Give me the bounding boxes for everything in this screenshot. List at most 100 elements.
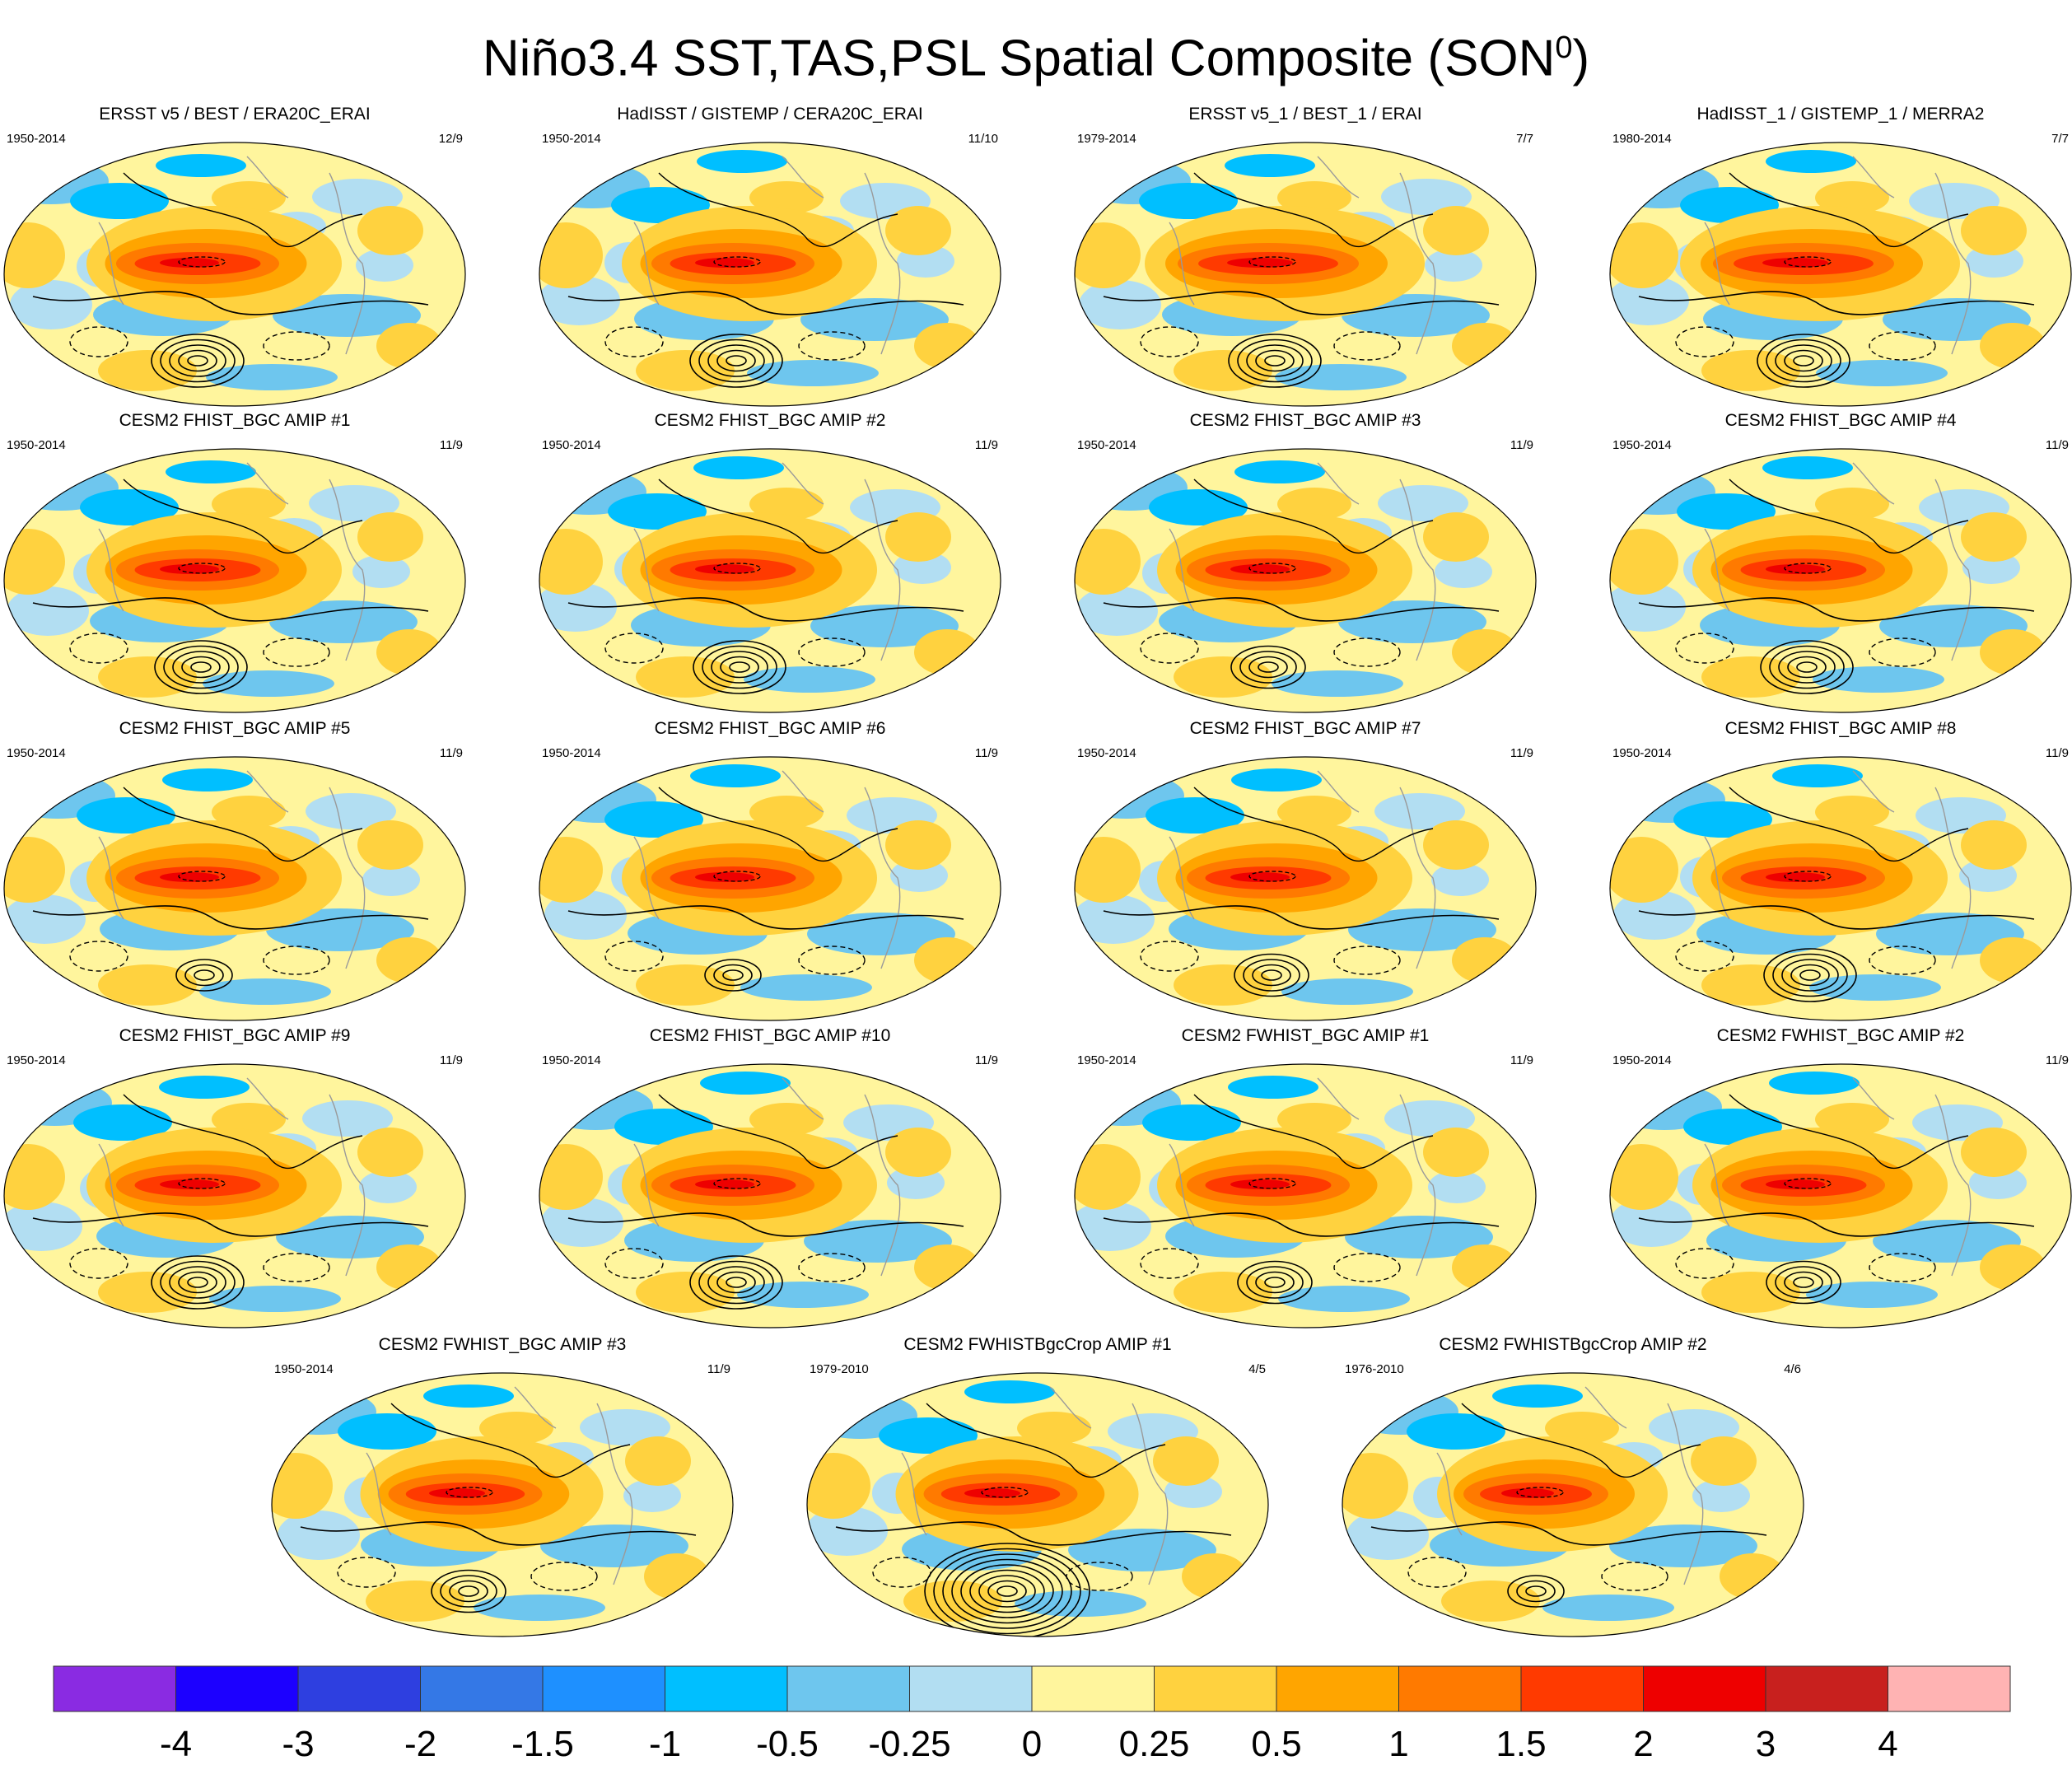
colorbar-swatch xyxy=(1031,1665,1155,1712)
psl-zero-contour xyxy=(390,1403,631,1478)
map-panel: ERSST v5 / BEST / ERA20C_ERAI 1950-2014 12… xyxy=(0,104,469,409)
warm-anomaly-region xyxy=(1423,512,1489,562)
panel-years: 1950-2014 xyxy=(7,746,66,760)
warm-anomaly-region xyxy=(1815,488,1889,521)
global-map xyxy=(1609,756,2072,1021)
panel-event-count: 4/5 xyxy=(1248,1362,1266,1376)
psl-positive-contour xyxy=(1784,1271,1823,1294)
warm-anomaly-region xyxy=(1174,1272,1272,1313)
psl-positive-contour xyxy=(169,1266,226,1299)
psl-positive-contour xyxy=(154,640,248,694)
warm-anomaly-region xyxy=(376,937,442,983)
cool-anomaly-region xyxy=(1492,1384,1583,1408)
map-outline xyxy=(3,142,466,407)
cool-anomaly-region xyxy=(747,360,879,386)
nino-region-peak xyxy=(1766,1179,1825,1189)
nino-region-peak xyxy=(160,1179,219,1189)
map-panel: CESM2 FHIST_BGC AMIP #7 1950-2014 11/9 xyxy=(1071,718,1540,1023)
psl-positive-contour xyxy=(1243,959,1300,992)
psl-zero-contour xyxy=(1193,172,1434,248)
cool-anomaly-region xyxy=(1378,485,1468,521)
cool-anomaly-region xyxy=(80,489,179,525)
warm-anomaly-region xyxy=(749,181,824,214)
coastline xyxy=(98,462,366,661)
psl-zero-contour xyxy=(1370,1521,1767,1546)
psl-zero-contour xyxy=(32,1212,429,1237)
warm-anomaly-region xyxy=(479,1412,553,1445)
warm-anomaly-region xyxy=(1174,656,1272,698)
colorbar-tick-label: -4 xyxy=(160,1724,192,1764)
psl-zero-contour xyxy=(926,1403,1166,1478)
cool-anomaly-region xyxy=(1610,276,1689,325)
cool-anomaly-region xyxy=(690,764,781,787)
cool-anomaly-region xyxy=(697,150,787,173)
cool-anomaly-region xyxy=(1649,1409,1739,1445)
psl-negative-contour xyxy=(713,871,761,882)
cool-anomaly-region xyxy=(1428,1170,1486,1203)
psl-negative-contour xyxy=(1333,946,1401,975)
warm-anomaly-region xyxy=(376,1244,442,1291)
psl-positive-contour xyxy=(689,1255,783,1310)
panel-years: 1976-2010 xyxy=(1345,1362,1404,1376)
psl-zero-contour xyxy=(1729,172,1969,248)
figure-title-superscript: 0 xyxy=(1555,30,1573,65)
panel-years: 1979-2010 xyxy=(810,1362,869,1376)
cool-anomaly-region xyxy=(1673,801,1772,838)
colorbar-swatch xyxy=(297,1665,421,1712)
warm-anomaly-region xyxy=(914,937,980,983)
panel-title: CESM2 FHIST_BGC AMIP #10 xyxy=(649,1026,891,1045)
psl-negative-contour xyxy=(798,331,866,361)
coastline xyxy=(1704,462,1972,661)
cool-anomaly-region xyxy=(810,605,959,647)
psl-negative-contour xyxy=(69,941,128,972)
global-map xyxy=(1342,1372,1804,1637)
psl-negative-contour xyxy=(713,563,761,574)
coastline xyxy=(98,156,366,355)
warm-anomaly-region xyxy=(1720,1553,1785,1599)
cool-anomaly-region xyxy=(1146,797,1244,833)
map-outline xyxy=(1074,756,1537,1021)
cool-anomaly-region xyxy=(10,280,92,329)
cool-anomaly-region xyxy=(539,276,620,325)
psl-negative-contour xyxy=(1869,637,1936,667)
cool-anomaly-region xyxy=(604,801,703,838)
warm-anomaly-region xyxy=(749,796,824,829)
cool-anomaly-region xyxy=(1278,1286,1410,1312)
global-map xyxy=(1609,142,2072,407)
cool-anomaly-region xyxy=(1425,249,1482,282)
cool-anomaly-region xyxy=(540,1525,688,1567)
psl-zero-contour xyxy=(1193,1094,1434,1170)
warm-anomaly-region xyxy=(1610,222,1678,288)
coastline xyxy=(901,1386,1169,1585)
figure-title-close: ) xyxy=(1572,30,1590,87)
psl-negative-contour xyxy=(178,256,226,268)
psl-zero-contour xyxy=(567,1212,964,1237)
nino-region-peak xyxy=(1230,1179,1290,1189)
panel-event-count: 11/9 xyxy=(439,1053,463,1067)
map-panel: HadISST_1 / GISTEMP_1 / MERRA2 1980-2014 7… xyxy=(1606,104,2072,409)
psl-negative-contour xyxy=(1140,1248,1199,1279)
psl-negative-contour xyxy=(1407,1557,1467,1588)
psl-zero-contour xyxy=(1638,1212,2035,1237)
coastline xyxy=(1169,770,1436,969)
psl-positive-contour xyxy=(942,1553,1072,1629)
map-panel: ERSST v5_1 / BEST_1 / ERAI 1979-2014 7/7 xyxy=(1071,104,1540,409)
cool-anomaly-region xyxy=(1139,183,1238,219)
warm-anomaly-region xyxy=(1961,820,2027,870)
psl-positive-contour xyxy=(707,1266,765,1299)
cool-anomaly-region xyxy=(1338,600,1486,643)
panel-title: CESM2 FWHISTBgcCrop AMIP #1 xyxy=(903,1335,1172,1354)
global-map xyxy=(1074,756,1537,1021)
cool-anomaly-region xyxy=(278,1511,360,1560)
warm-anomaly-region xyxy=(1182,1553,1248,1599)
psl-positive-contour xyxy=(178,349,217,372)
cool-anomaly-region xyxy=(1692,1479,1750,1512)
psl-positive-contour xyxy=(172,651,230,684)
panel-event-count: 11/9 xyxy=(707,1362,730,1376)
warm-anomaly-region xyxy=(376,323,442,369)
warm-anomaly-region xyxy=(212,796,286,829)
psl-positive-contour xyxy=(1793,355,1814,367)
psl-zero-contour xyxy=(123,787,363,862)
psl-negative-contour xyxy=(1333,637,1401,667)
map-panel: CESM2 FHIST_BGC AMIP #4 1950-2014 11/9 xyxy=(1606,410,2072,715)
